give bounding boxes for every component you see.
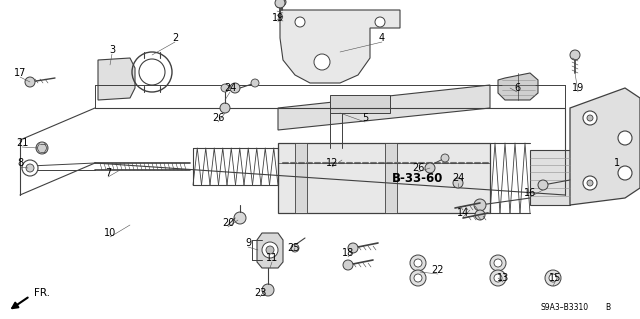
Circle shape (618, 166, 632, 180)
Text: 21: 21 (16, 138, 28, 148)
Text: 19: 19 (272, 13, 284, 23)
Polygon shape (280, 10, 400, 83)
Polygon shape (570, 88, 640, 205)
Polygon shape (257, 233, 283, 268)
Circle shape (570, 50, 580, 60)
Text: 12: 12 (326, 158, 338, 168)
Text: 23: 23 (254, 288, 266, 298)
Circle shape (538, 180, 548, 190)
Text: B-33-60: B-33-60 (392, 172, 444, 184)
Text: 26: 26 (212, 113, 224, 123)
Circle shape (26, 164, 34, 172)
Circle shape (414, 259, 422, 267)
Circle shape (490, 270, 506, 286)
Circle shape (234, 212, 246, 224)
Bar (385, 143, 397, 213)
Circle shape (295, 17, 305, 27)
Circle shape (410, 270, 426, 286)
Circle shape (425, 163, 435, 173)
Circle shape (583, 176, 597, 190)
Text: 7: 7 (105, 168, 111, 178)
Circle shape (221, 84, 229, 92)
Text: 24: 24 (452, 173, 464, 183)
Bar (295, 143, 307, 213)
Polygon shape (278, 85, 490, 130)
Circle shape (314, 54, 330, 70)
Circle shape (25, 77, 35, 87)
Circle shape (348, 243, 358, 253)
Text: 9: 9 (245, 238, 251, 248)
Circle shape (375, 17, 385, 27)
Text: 25: 25 (287, 243, 300, 253)
Text: 4: 4 (379, 33, 385, 43)
Text: FR.: FR. (34, 288, 50, 298)
Circle shape (262, 284, 274, 296)
Text: B: B (605, 303, 611, 313)
Circle shape (587, 180, 593, 186)
Text: 8: 8 (17, 158, 23, 168)
Circle shape (490, 255, 506, 271)
Text: 20: 20 (222, 218, 234, 228)
Text: 5: 5 (362, 113, 368, 123)
Text: 22: 22 (432, 265, 444, 275)
Circle shape (474, 199, 486, 211)
Text: 18: 18 (342, 248, 354, 258)
Circle shape (251, 79, 259, 87)
Circle shape (266, 246, 274, 254)
Text: 19: 19 (572, 83, 584, 93)
Text: 1: 1 (614, 158, 620, 168)
Text: 10: 10 (104, 228, 116, 238)
Text: 6: 6 (514, 83, 520, 93)
Text: S9A3–B3310: S9A3–B3310 (541, 303, 589, 313)
Circle shape (545, 270, 561, 286)
Text: 24: 24 (224, 83, 236, 93)
Text: 15: 15 (549, 273, 561, 283)
Circle shape (453, 178, 463, 188)
Circle shape (549, 274, 557, 282)
Text: 11: 11 (266, 253, 278, 263)
Circle shape (22, 160, 38, 176)
Text: 13: 13 (497, 273, 509, 283)
Text: 2: 2 (172, 33, 178, 43)
Circle shape (441, 154, 449, 162)
Circle shape (618, 131, 632, 145)
Circle shape (494, 259, 502, 267)
Circle shape (230, 83, 240, 93)
Circle shape (587, 115, 593, 121)
Circle shape (494, 274, 502, 282)
Text: 17: 17 (14, 68, 26, 78)
Circle shape (583, 111, 597, 125)
Bar (530, 150, 570, 205)
Circle shape (220, 103, 230, 113)
Circle shape (343, 260, 353, 270)
Circle shape (414, 274, 422, 282)
Polygon shape (98, 58, 135, 100)
Circle shape (475, 210, 485, 220)
Polygon shape (498, 73, 538, 100)
Circle shape (262, 242, 278, 258)
Circle shape (291, 244, 299, 252)
Circle shape (410, 255, 426, 271)
Text: 16: 16 (524, 188, 536, 198)
Circle shape (278, 0, 286, 6)
Bar (330, 95, 390, 113)
Text: 26: 26 (412, 163, 424, 173)
Text: 14: 14 (457, 208, 469, 218)
Circle shape (36, 142, 48, 154)
Text: 3: 3 (109, 45, 115, 55)
Circle shape (275, 0, 285, 8)
Bar (278, 143, 490, 213)
